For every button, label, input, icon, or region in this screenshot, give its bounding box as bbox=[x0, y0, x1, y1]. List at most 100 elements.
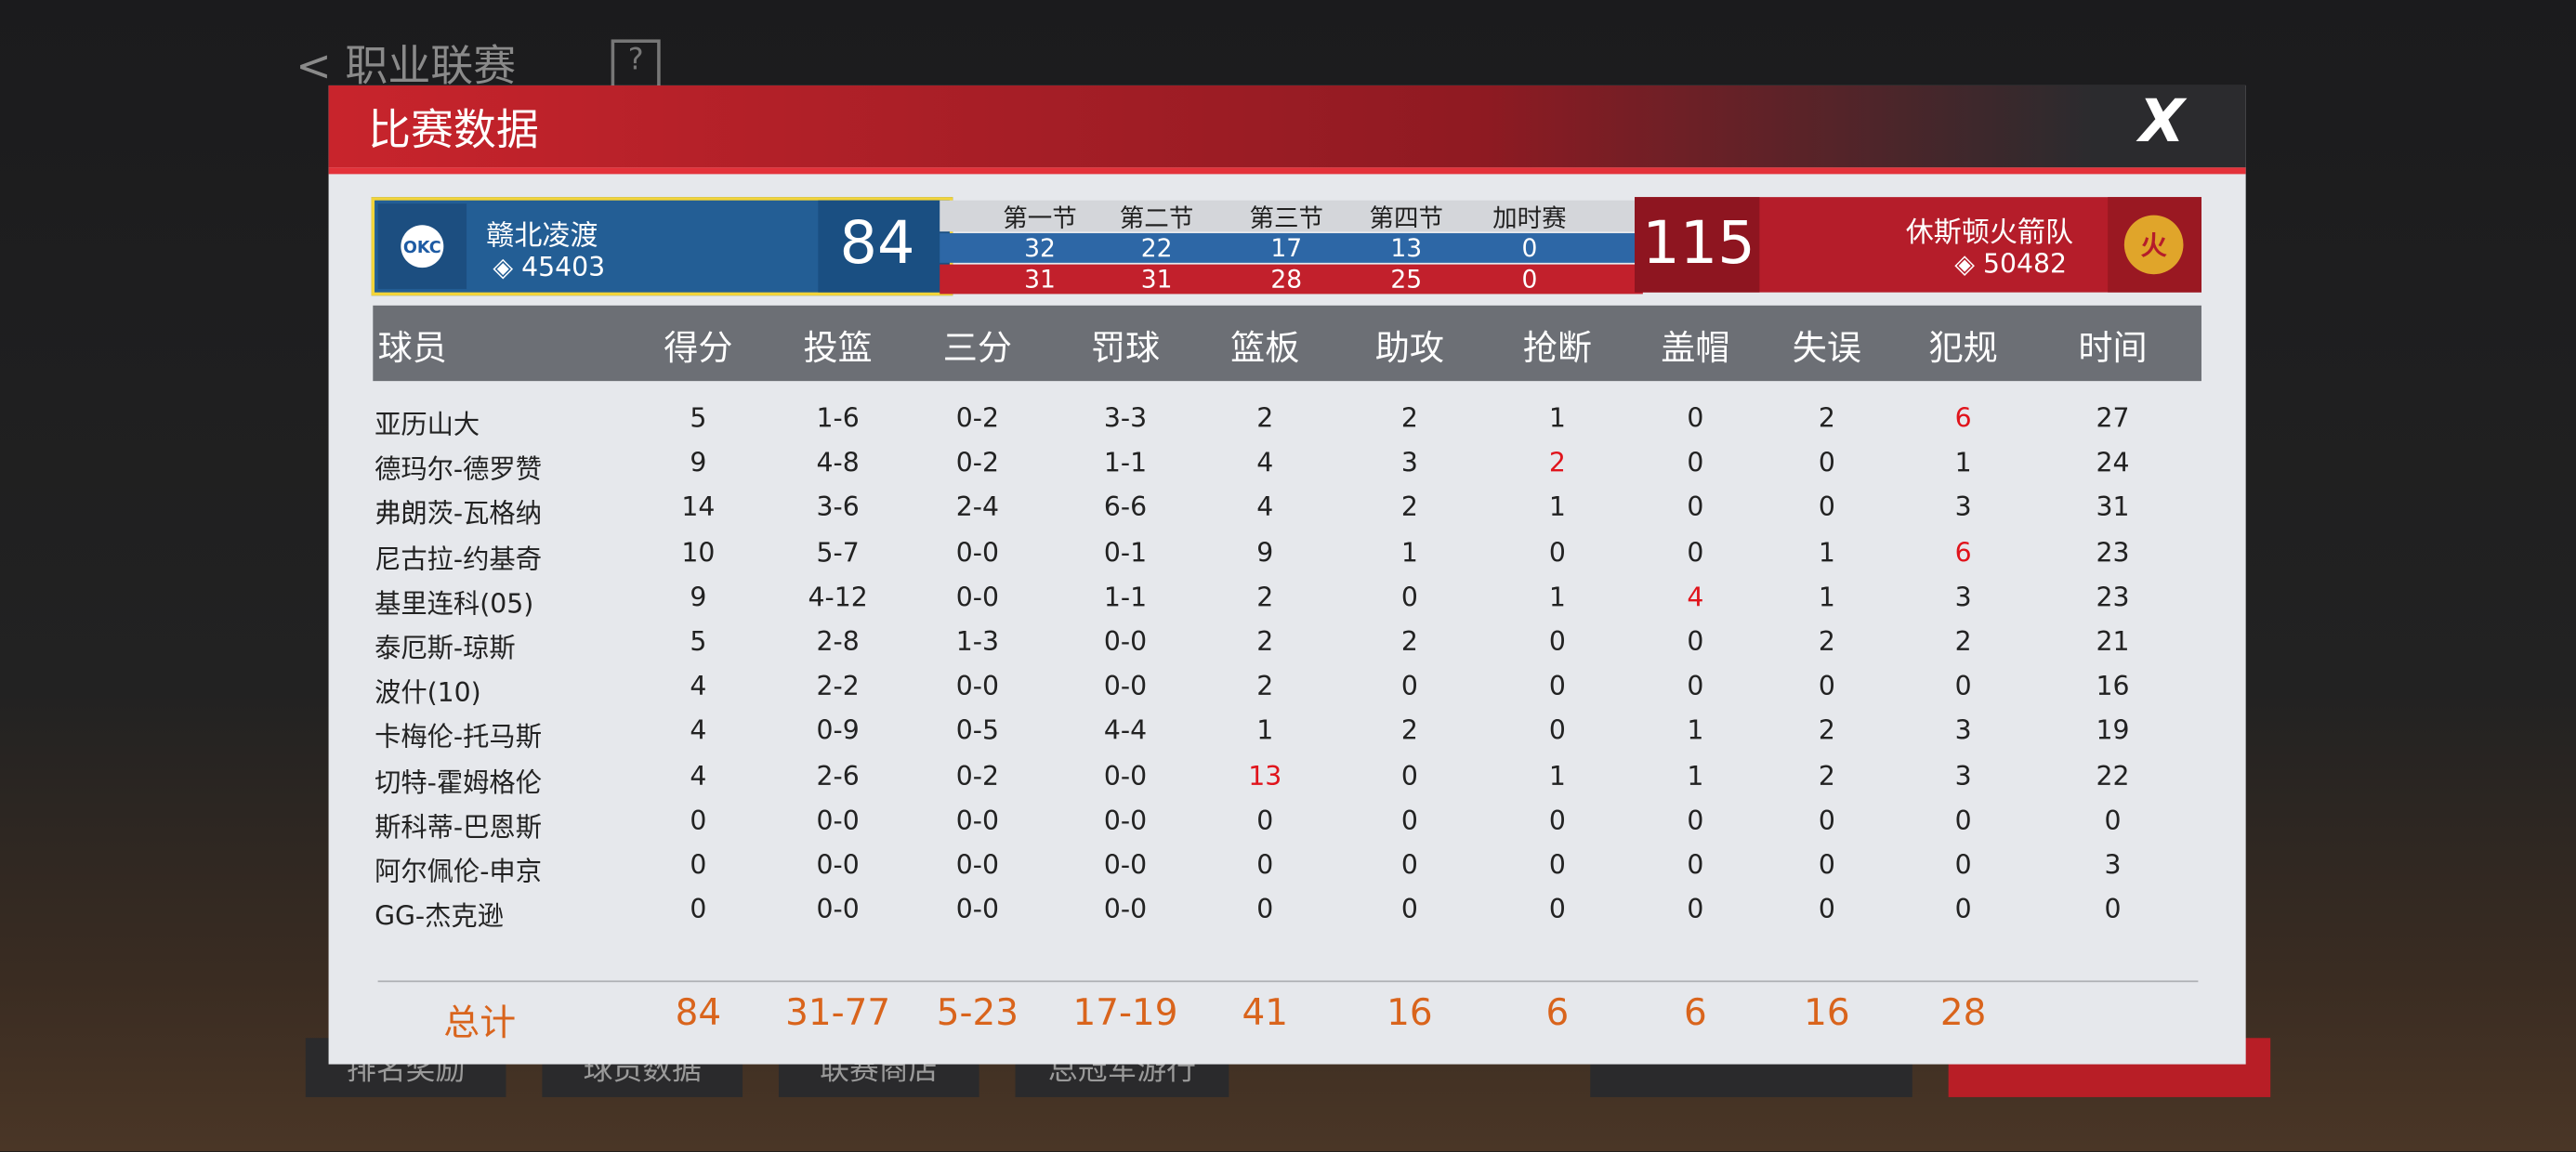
stat-cell: 0 bbox=[1818, 670, 1835, 702]
total-cell: 6 bbox=[1545, 993, 1570, 1035]
away-score: 115 bbox=[1642, 210, 1755, 278]
stat-cell: 3-6 bbox=[816, 491, 860, 523]
stat-cell: 2 bbox=[1256, 670, 1274, 702]
stat-cell: 4-12 bbox=[808, 581, 868, 613]
stat-cell: 16 bbox=[2096, 670, 2130, 702]
total-cell: 16 bbox=[1804, 993, 1850, 1035]
column-header: 投篮 bbox=[803, 328, 873, 369]
away-rating-value: 50482 bbox=[1982, 247, 2067, 280]
column-header: 时间 bbox=[2078, 328, 2148, 369]
dialog-title: 比赛数据 bbox=[368, 106, 539, 156]
stat-cell: 1 bbox=[1548, 581, 1566, 613]
player-name: 斯科蒂-巴恩斯 bbox=[375, 810, 543, 843]
total-cell: 5-23 bbox=[936, 993, 1019, 1035]
stat-cell: 0 bbox=[1687, 804, 1704, 836]
stat-cell: 9 bbox=[690, 447, 707, 478]
player-name: 波什(10) bbox=[375, 676, 481, 709]
home-period-score: 22 bbox=[1140, 233, 1173, 263]
stat-cell: 2 bbox=[1818, 759, 1835, 792]
back-button[interactable]: < 职业联赛 bbox=[296, 42, 517, 93]
svg-text:OKC: OKC bbox=[403, 239, 441, 257]
logo-icon: OKC bbox=[401, 225, 444, 268]
stat-cell: 3 bbox=[1954, 714, 1972, 747]
stat-cell: 0 bbox=[1687, 894, 1704, 925]
stat-cell: 0 bbox=[1548, 804, 1566, 836]
stat-cell: 3 bbox=[1954, 491, 1972, 523]
stat-cell: 0-0 bbox=[955, 848, 999, 881]
stat-cell: 0 bbox=[1256, 804, 1274, 836]
player-name: 弗朗茨-瓦格纳 bbox=[375, 498, 543, 530]
stat-cell: 1-3 bbox=[955, 625, 999, 658]
home-name: 赣北凌渡 bbox=[486, 219, 598, 254]
stat-cell: 2 bbox=[1818, 402, 1835, 434]
help-icon[interactable]: ? bbox=[611, 39, 661, 89]
stat-cell: 3 bbox=[1400, 447, 1418, 478]
stat-cell: 2-4 bbox=[955, 491, 999, 523]
period-label: 加时赛 bbox=[1492, 203, 1567, 234]
stat-cell: 0 bbox=[1687, 402, 1704, 434]
stat-cell: 0 bbox=[1954, 804, 1972, 836]
totals-divider bbox=[377, 980, 2199, 983]
stat-cell: 2 bbox=[1954, 625, 1972, 658]
away-period-score: 28 bbox=[1270, 264, 1303, 295]
table-header bbox=[373, 305, 2201, 382]
home-logo: OKC bbox=[377, 203, 467, 290]
stat-cell: 0 bbox=[1687, 625, 1704, 658]
logo-icon: 火 bbox=[2123, 215, 2184, 275]
stat-cell: 13 bbox=[1248, 759, 1282, 792]
stat-cell: 2 bbox=[1256, 581, 1274, 613]
period-label: 第三节 bbox=[1249, 203, 1324, 234]
column-header: 得分 bbox=[664, 328, 733, 369]
total-cell: 16 bbox=[1387, 993, 1433, 1035]
close-button[interactable]: X bbox=[2138, 88, 2185, 156]
stat-cell: 23 bbox=[2096, 581, 2130, 613]
stat-cell: 0 bbox=[690, 894, 707, 925]
stat-cell: 0 bbox=[1400, 848, 1418, 881]
stat-cell: 0 bbox=[1400, 804, 1418, 836]
stat-cell: 0-0 bbox=[1103, 759, 1148, 792]
stat-cell: 4-4 bbox=[1103, 714, 1148, 747]
home-period-score: 17 bbox=[1270, 233, 1303, 263]
stat-cell: 0 bbox=[1687, 848, 1704, 881]
column-header: 抢断 bbox=[1522, 328, 1593, 369]
away-logo: 火 bbox=[2108, 197, 2201, 293]
total-cell: 84 bbox=[675, 993, 722, 1035]
total-cell: 31-77 bbox=[785, 993, 891, 1035]
stat-cell: 4 bbox=[1256, 491, 1274, 523]
stat-cell: 2 bbox=[1818, 625, 1835, 658]
stat-cell: 0-0 bbox=[955, 804, 999, 836]
stat-cell: 0 bbox=[1400, 759, 1418, 792]
stat-cell: 0 bbox=[1818, 491, 1835, 523]
stat-cell: 9 bbox=[1256, 536, 1274, 568]
stat-cell: 0-0 bbox=[1103, 804, 1148, 836]
stat-cell: 0 bbox=[2104, 894, 2122, 925]
stat-cell: 1 bbox=[1818, 581, 1835, 613]
stat-cell: 0-0 bbox=[1103, 894, 1148, 925]
home-team-panel: OKC 赣北凌渡 ◈ 45403 84 bbox=[371, 197, 953, 296]
stat-cell: 2-6 bbox=[816, 759, 860, 792]
home-period-score: 0 bbox=[1521, 233, 1538, 263]
stat-cell: 0-0 bbox=[816, 848, 860, 881]
stat-cell: 1 bbox=[1687, 759, 1704, 792]
player-name: 亚历山大 bbox=[375, 409, 480, 440]
home-periods-row bbox=[940, 233, 1643, 263]
stat-cell: 0 bbox=[1400, 670, 1418, 702]
player-name: 德玛尔-德罗赞 bbox=[375, 453, 543, 485]
stat-cell: 3 bbox=[1954, 759, 1972, 792]
stat-cell: 0 bbox=[690, 804, 707, 836]
stat-cell: 21 bbox=[2096, 625, 2130, 658]
stat-cell: 3 bbox=[1954, 581, 1972, 613]
stat-cell: 0 bbox=[1687, 447, 1704, 478]
total-cell: 17-19 bbox=[1072, 993, 1178, 1035]
stat-cell: 0-0 bbox=[955, 581, 999, 613]
player-name: 尼古拉-约基奇 bbox=[375, 543, 543, 575]
stat-cell: 6-6 bbox=[1103, 491, 1148, 523]
stat-cell: 3 bbox=[2104, 848, 2122, 881]
stat-cell: 0 bbox=[1687, 491, 1704, 523]
stat-cell: 0-0 bbox=[816, 804, 860, 836]
stat-cell: 0 bbox=[1687, 670, 1704, 702]
stat-cell: 6 bbox=[1954, 536, 1972, 568]
stat-cell: 0-0 bbox=[955, 536, 999, 568]
dialog-header: 比赛数据 X bbox=[328, 85, 2246, 175]
stat-cell: 0-1 bbox=[1103, 536, 1148, 568]
